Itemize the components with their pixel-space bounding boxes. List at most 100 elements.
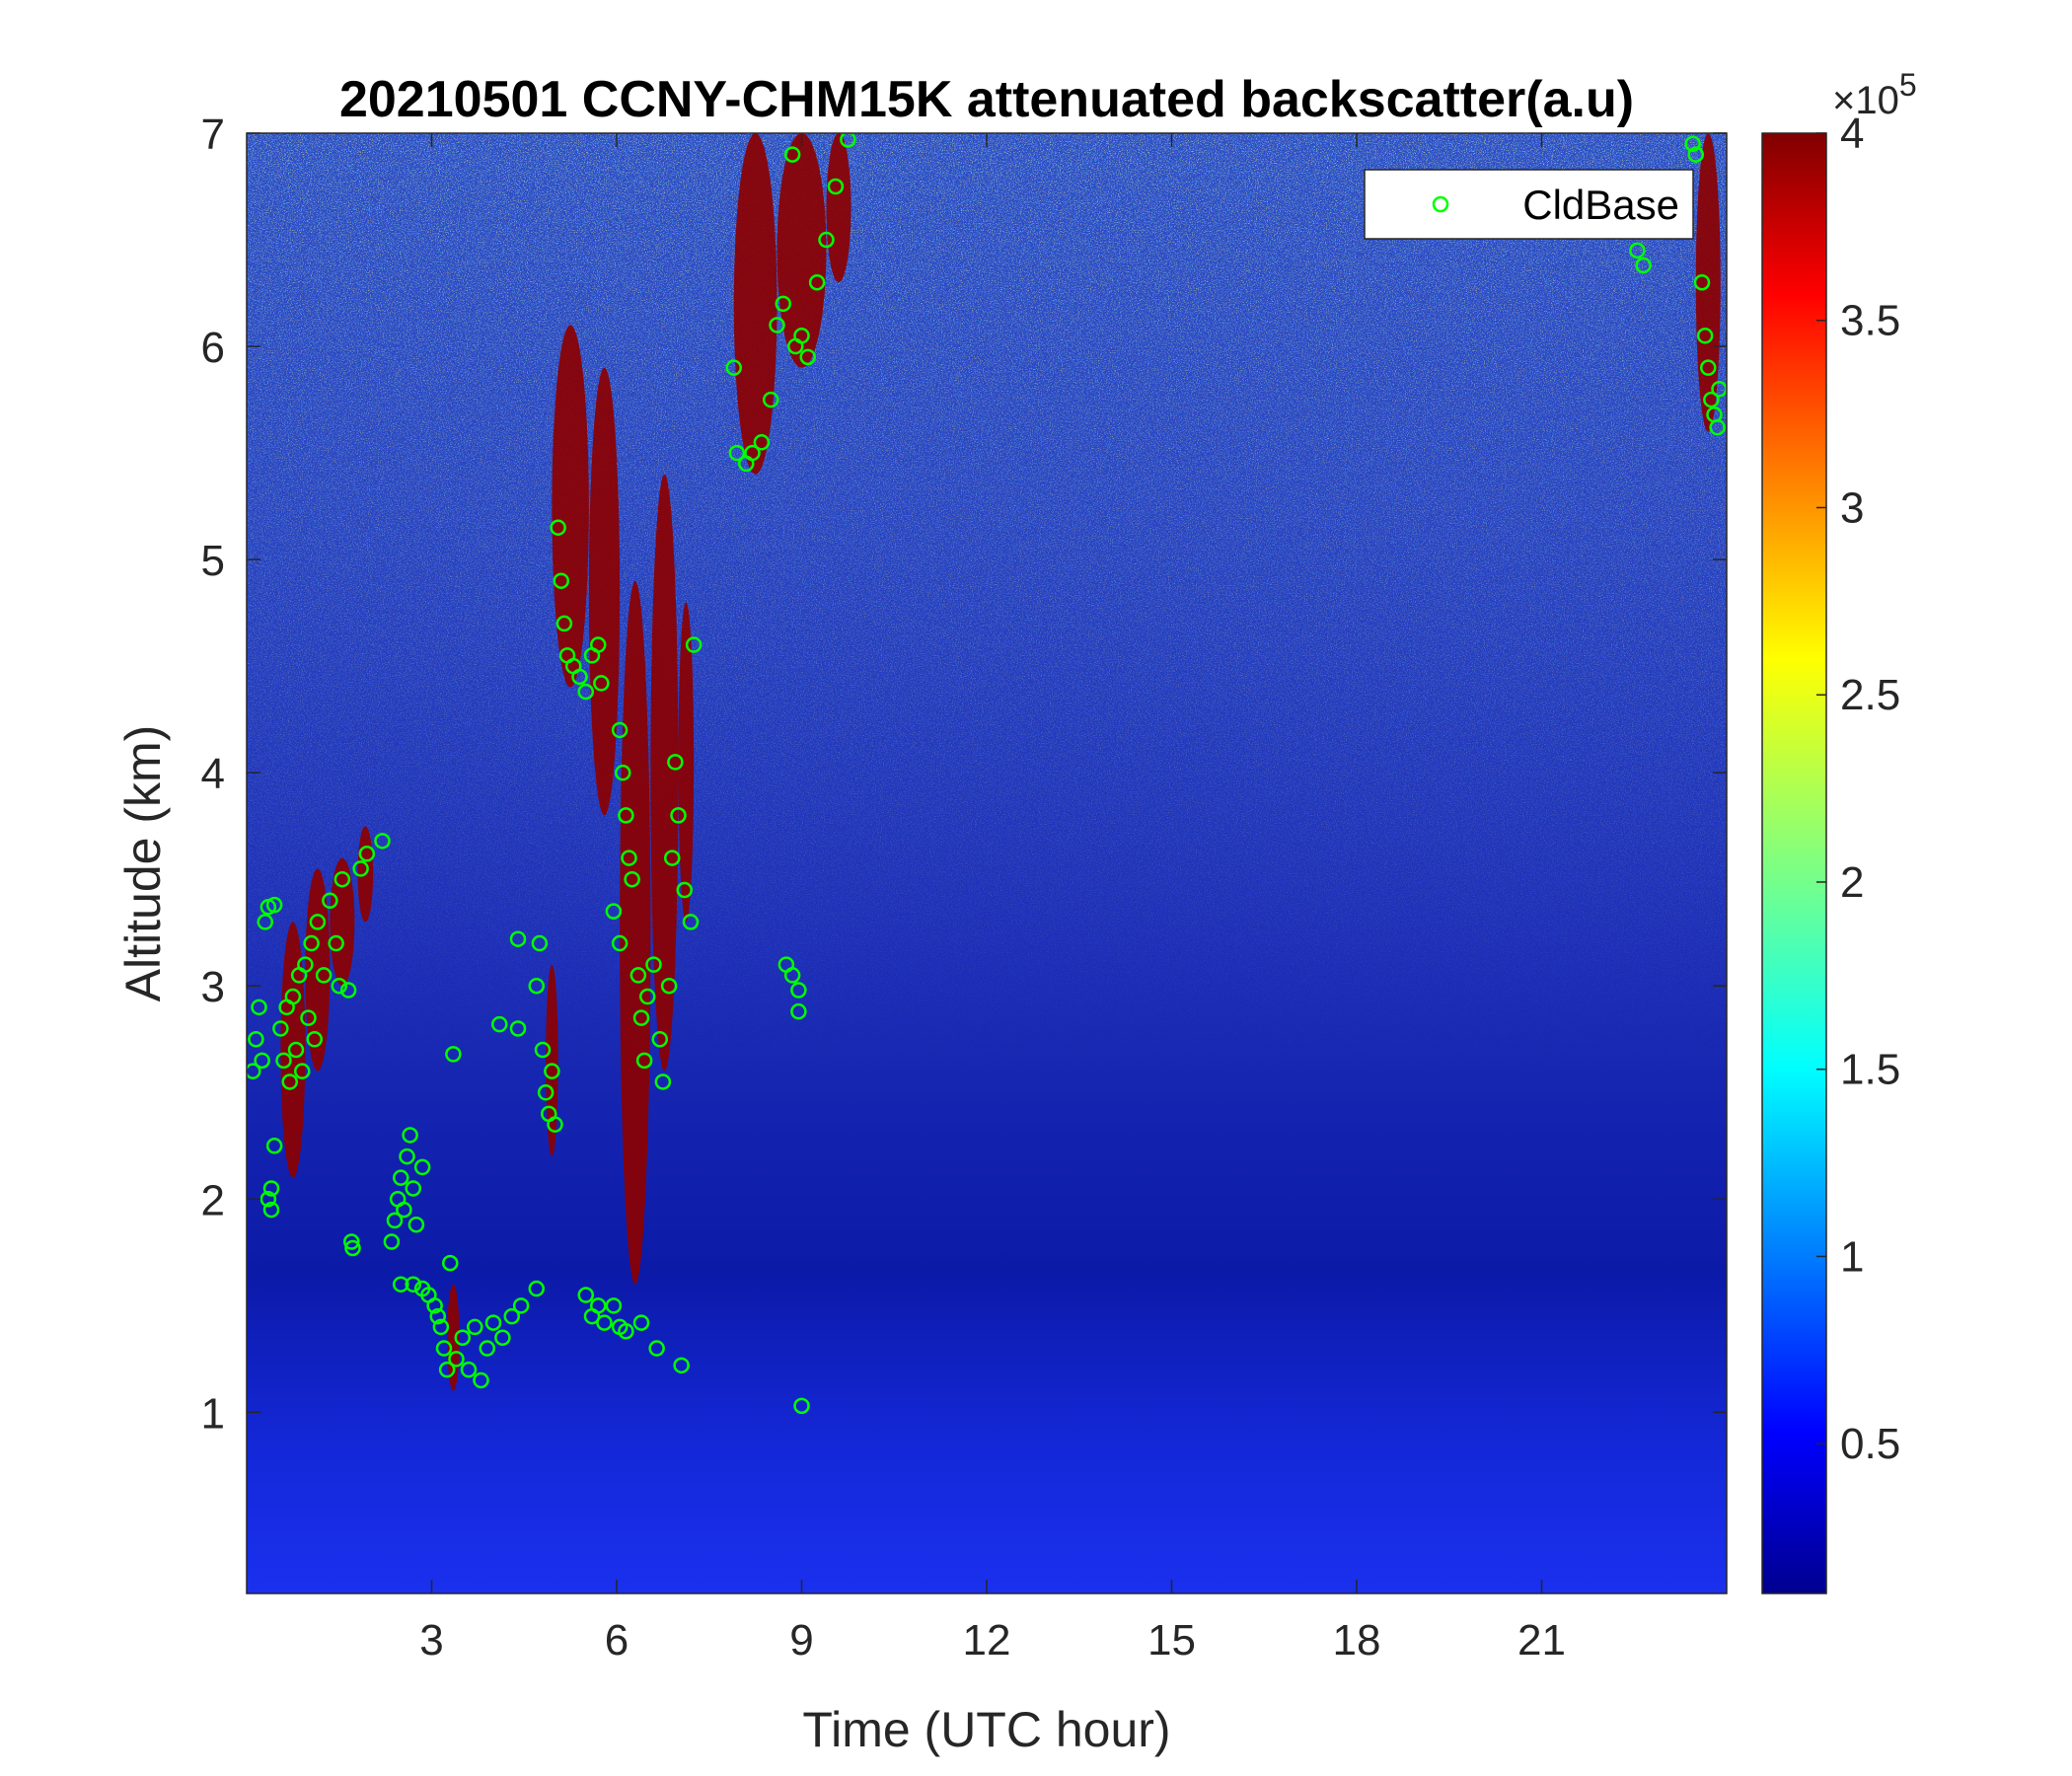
y-tick-label: 6 <box>201 324 225 372</box>
cloud-base-marker <box>272 1020 289 1037</box>
cloud-region <box>678 602 695 923</box>
cloud-base-marker <box>407 1216 425 1233</box>
cloud-base-marker <box>265 1138 283 1154</box>
cloud-base-marker <box>651 1030 668 1048</box>
cloud-base-marker <box>571 668 588 686</box>
cloud-region <box>447 1284 460 1391</box>
cloud-base-markers <box>247 133 1727 1415</box>
cloud-base-marker <box>413 1158 431 1176</box>
cloud-base-marker <box>467 1318 483 1336</box>
cloud-base-marker <box>344 1239 361 1257</box>
x-tick-label: 21 <box>1517 1616 1566 1665</box>
colorbar-tick-label: 0.5 <box>1840 1420 1900 1468</box>
cloud-layer <box>280 133 1721 1391</box>
cloud-base-marker <box>333 870 351 888</box>
cloud-base-marker <box>297 956 314 973</box>
cloud-base-marker <box>547 1116 563 1133</box>
cloud-base-marker <box>605 903 623 920</box>
cloud-base-marker <box>1703 391 1720 408</box>
cloud-region <box>588 367 621 816</box>
cloud-base-marker <box>281 1073 298 1090</box>
cloud-base-marker <box>460 1361 478 1378</box>
cloud-region <box>620 580 651 1285</box>
cloud-base-marker <box>553 572 569 589</box>
cloud-base-marker <box>287 1041 305 1059</box>
x-tick-label: 6 <box>605 1616 629 1665</box>
cloud-base-marker <box>590 1297 607 1314</box>
cloud-base-marker <box>494 1329 511 1346</box>
cloud-base-marker <box>491 1015 508 1033</box>
y-tick-label: 7 <box>201 111 225 159</box>
cloud-base-marker <box>793 1397 810 1415</box>
cloud-region <box>546 964 558 1157</box>
cloud-base-marker <box>660 977 678 995</box>
cloud-base-marker <box>629 967 647 984</box>
cloud-base-marker <box>405 1276 421 1293</box>
x-axis: 3 6 9 12 15 18 21 <box>419 133 1566 1665</box>
x-tick-label: 12 <box>963 1616 1011 1665</box>
cloud-base-marker <box>611 721 629 739</box>
colorbar-multiplier-exponent: 5 <box>1899 67 1917 103</box>
cloud-region <box>826 133 851 283</box>
cloud-base-marker <box>728 444 746 462</box>
cloud-base-marker <box>294 1063 311 1079</box>
cloud-base-marker <box>262 1201 280 1219</box>
cloud-base-marker <box>648 1340 665 1357</box>
legend-marker-icon <box>1432 195 1449 213</box>
cloud-base-marker <box>676 881 693 899</box>
y-tick-label: 1 <box>201 1389 225 1438</box>
cloud-base-marker <box>537 1084 555 1101</box>
x-tick-label: 18 <box>1333 1616 1381 1665</box>
cloud-region <box>330 857 355 987</box>
cloud-base-marker <box>402 1127 418 1144</box>
colorbar-tick-label: 1 <box>1840 1232 1864 1281</box>
legend-box <box>1364 169 1694 240</box>
cloud-base-marker <box>783 146 801 163</box>
colorbar-ticks: 0.5 1 1.5 2 2.5 3 3.5 4 <box>1816 110 1900 1468</box>
x-axis-label: Time (UTC hour) <box>802 1702 1170 1757</box>
cloud-base-marker <box>339 982 357 999</box>
colorbar-tick-label: 1.5 <box>1840 1046 1900 1094</box>
cloud-base-marker <box>790 982 807 999</box>
cloud-base-marker <box>259 1191 277 1208</box>
cloud-base-marker <box>448 1351 465 1368</box>
cloud-base-marker <box>1693 273 1711 291</box>
cloud-base-marker <box>454 1329 471 1346</box>
cloud-base-marker <box>254 1052 270 1070</box>
cloud-base-marker <box>769 317 785 333</box>
cloud-base-marker <box>438 1361 456 1378</box>
cloud-base-marker <box>1687 146 1704 163</box>
cloud-base-marker <box>534 1041 552 1059</box>
cloud-base-marker <box>639 988 656 1005</box>
cloud-base-marker <box>799 348 816 366</box>
legend[interactable]: CldBase <box>1364 169 1694 240</box>
colorbar-multiplier: ×105 <box>1832 67 1917 122</box>
cloud-base-marker <box>503 1307 520 1325</box>
cloud-base-marker <box>827 178 845 195</box>
cloud-base-marker <box>670 807 687 824</box>
cloud-base-marker <box>645 956 662 973</box>
cloud-base-marker <box>284 988 302 1005</box>
cloud-base-marker <box>393 1169 409 1186</box>
colorbar-tick-label: 3.5 <box>1840 297 1900 345</box>
cloud-base-marker <box>528 1280 545 1297</box>
cloud-base-marker <box>315 967 333 984</box>
x-tick-label: 9 <box>789 1616 813 1665</box>
colorbar-gradient <box>1761 132 1827 1594</box>
cloud-base-marker <box>596 1314 613 1331</box>
cloud-base-marker <box>1700 359 1717 376</box>
cloud-base-marker <box>251 999 267 1016</box>
cloud-base-marker <box>509 930 527 947</box>
cloud-base-marker <box>248 1030 264 1048</box>
cloud-base-marker <box>685 636 703 653</box>
cloud-base-marker <box>1629 242 1646 259</box>
cloud-base-marker <box>1635 257 1652 274</box>
cloud-base-marker <box>664 850 681 866</box>
cloud-base-marker <box>262 1180 280 1197</box>
legend-entry-cldbase: CldBase <box>1522 182 1679 228</box>
cloud-base-marker <box>1684 135 1701 153</box>
colorbar-tick-label: 3 <box>1840 483 1864 532</box>
noise-overlay <box>247 133 1727 1593</box>
colorbar-multiplier-prefix: ×10 <box>1832 79 1899 122</box>
cloud-base-marker <box>247 1063 261 1079</box>
